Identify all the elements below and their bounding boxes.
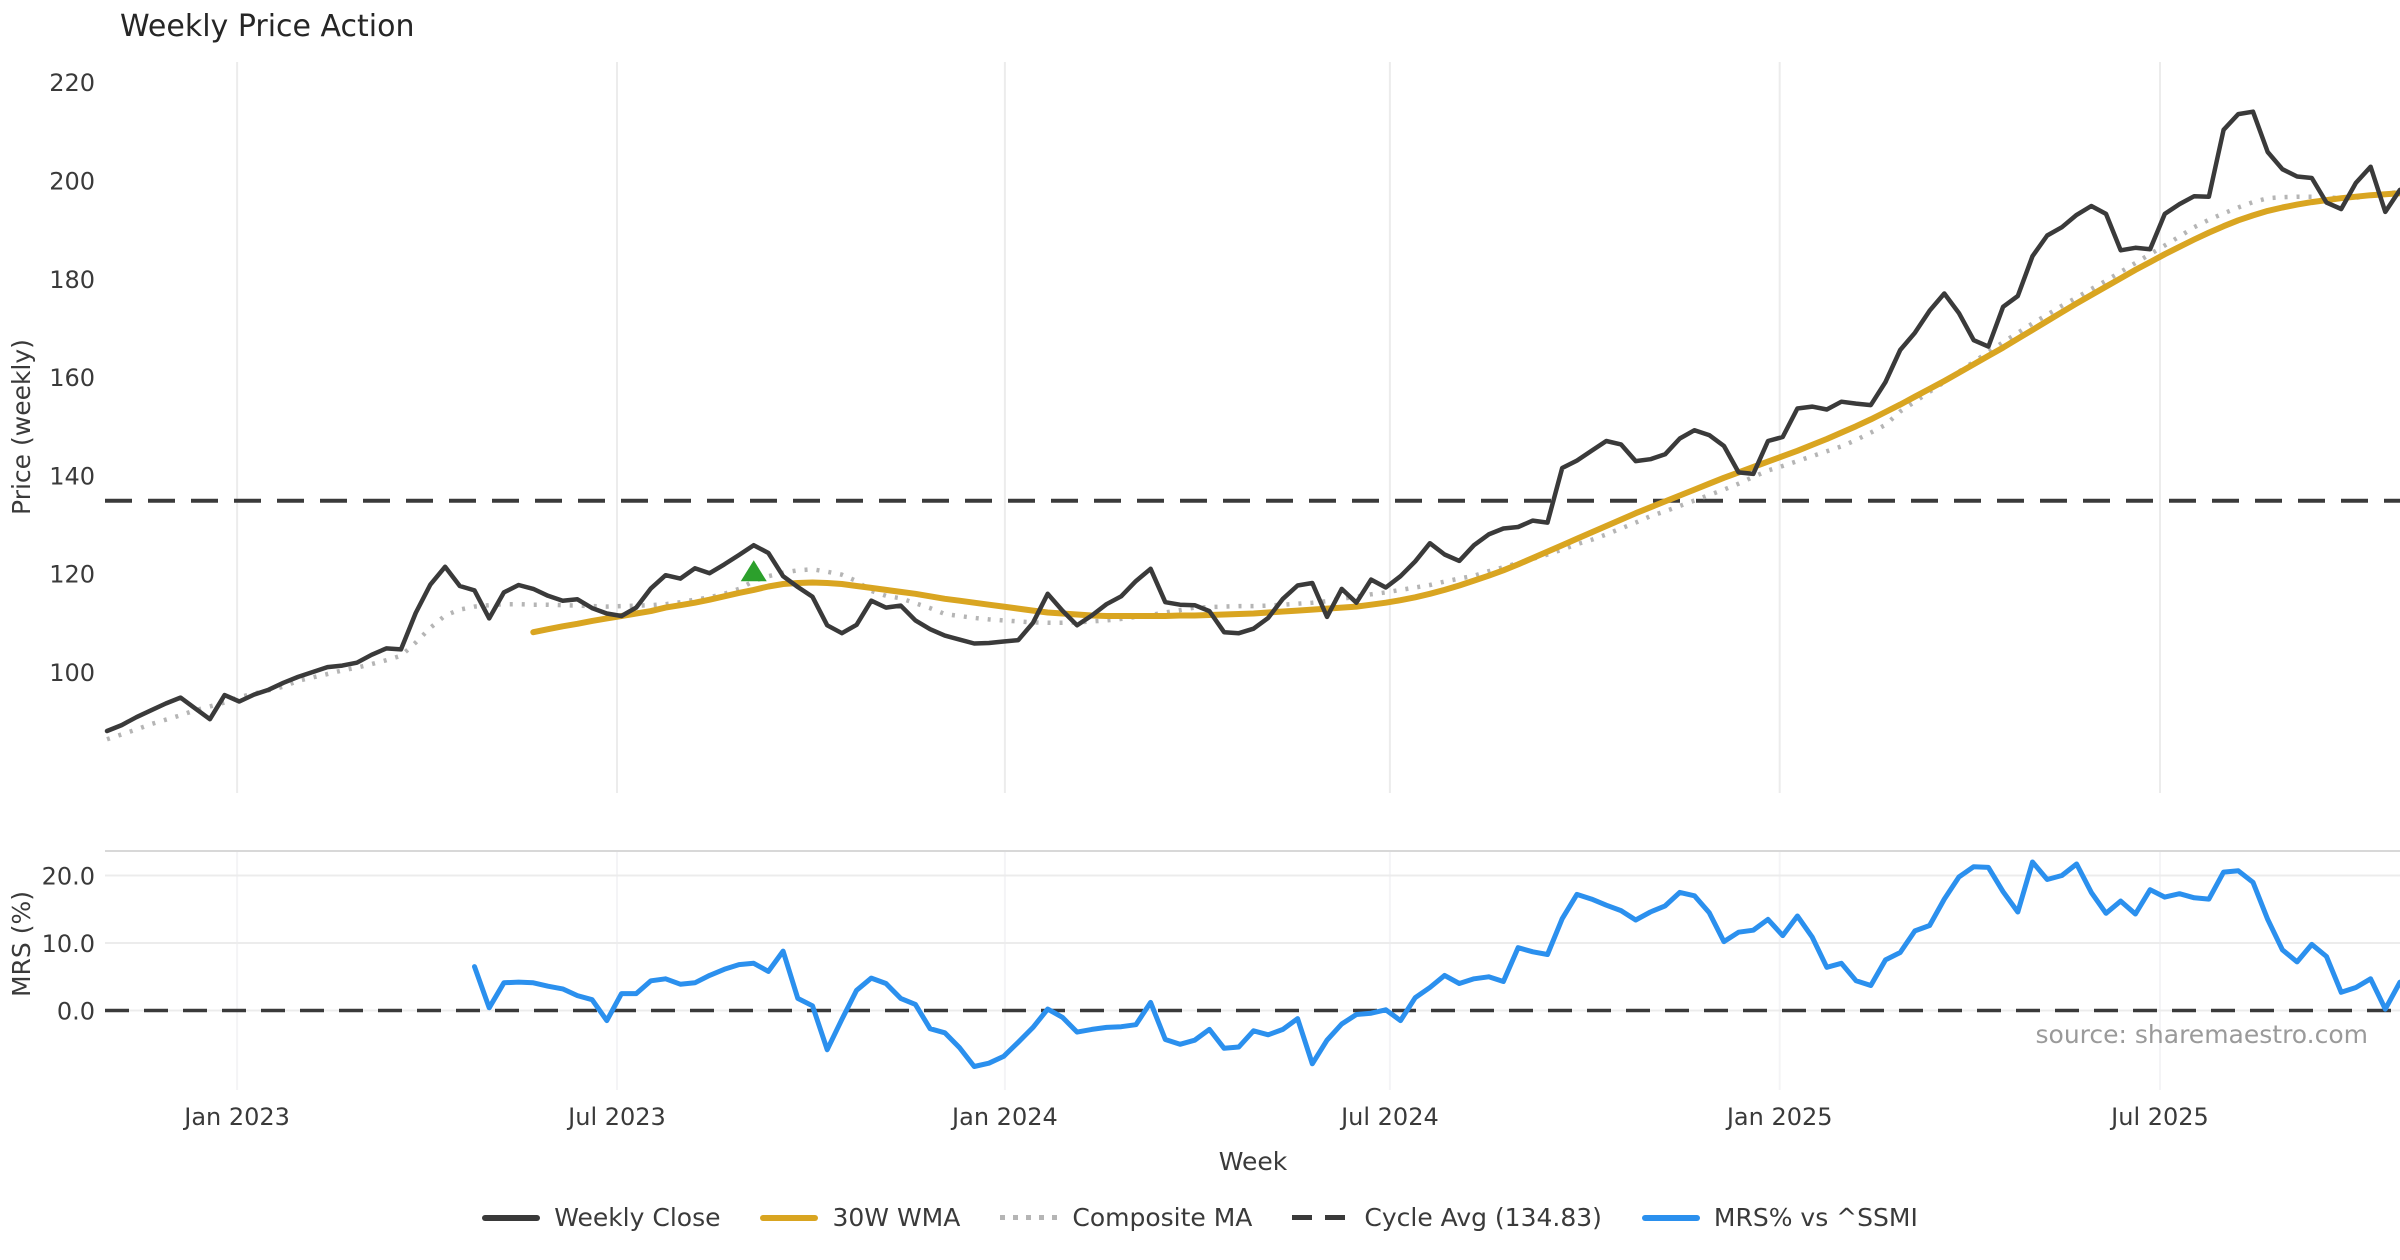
x-tick-Jan-2023: Jan 2023 xyxy=(182,1103,290,1131)
price-tick-140: 140 xyxy=(49,462,95,490)
price-axis-label: Price (weekly) xyxy=(7,339,36,515)
legend: Weekly Close 30W WMA Composite MA Cycle Avg… xyxy=(0,1203,2400,1232)
legend-swatch xyxy=(482,1214,541,1221)
legend-label: 30W WMA xyxy=(832,1203,961,1232)
price-tick-180: 180 xyxy=(49,266,95,294)
legend-label: Composite MA xyxy=(1072,1203,1253,1232)
mrs-line xyxy=(472,859,2400,1069)
weekly-close-line xyxy=(104,109,2400,734)
legend-item-composite-ma: Composite MA xyxy=(1000,1203,1252,1232)
x-tick-Jul-2023: Jul 2023 xyxy=(566,1103,666,1131)
price-tick-220: 220 xyxy=(49,69,95,97)
x-tick-Jul-2024: Jul 2024 xyxy=(1339,1103,1439,1131)
source-note: source: sharemaestro.com xyxy=(2036,1020,2369,1049)
mrs-tick-10: 10.0 xyxy=(42,930,95,958)
legend-swatch xyxy=(1292,1215,1351,1220)
legend-label: Cycle Avg (134.83) xyxy=(1364,1203,1602,1232)
mrs-panel-series xyxy=(105,859,2400,1069)
mrs-axis-ticks: 20.0 10.0 0.0 xyxy=(42,863,95,1026)
price-panel-series xyxy=(104,109,2400,742)
price-panel-gridlines xyxy=(236,62,2161,793)
mrs-panel-gridlines xyxy=(105,850,2400,1090)
x-axis-label: Week xyxy=(1219,1147,1288,1176)
x-axis-ticks: Jan 2023 Jul 2023 Jan 2024 Jul 2024 Jan 2025… xyxy=(182,1103,2209,1131)
price-tick-160: 160 xyxy=(49,364,95,392)
x-tick-Jul-2025: Jul 2025 xyxy=(2109,1103,2209,1131)
legend-swatch xyxy=(1000,1215,1059,1220)
composite-ma-line xyxy=(106,189,2400,742)
x-tick-Jan-2025: Jan 2025 xyxy=(1725,1103,1833,1131)
price-axis-ticks: 220 200 180 160 140 120 100 xyxy=(49,69,95,687)
legend-item-cycle-avg-134-83-: Cycle Avg (134.83) xyxy=(1292,1203,1602,1232)
legend-label: MRS% vs ^SSMI xyxy=(1713,1203,1918,1232)
legend-label: Weekly Close xyxy=(554,1203,721,1232)
mrs-tick-0: 0.0 xyxy=(57,998,95,1026)
price-tick-200: 200 xyxy=(49,168,95,196)
buy-signal-triangle-marker xyxy=(740,560,767,582)
x-tick-Jan-2024: Jan 2024 xyxy=(950,1103,1058,1131)
legend-item-weekly-close: Weekly Close xyxy=(482,1203,720,1232)
legend-swatch xyxy=(760,1214,819,1221)
wma-30w-line xyxy=(530,190,2400,636)
legend-item-mrs-vs-ssmi: MRS% vs ^SSMI xyxy=(1641,1203,1918,1232)
legend-item-30w-wma: 30W WMA xyxy=(760,1203,960,1232)
mrs-axis-label: MRS (%) xyxy=(7,891,36,997)
legend-swatch xyxy=(1641,1214,1700,1221)
price-tick-120: 120 xyxy=(49,561,95,589)
price-tick-100: 100 xyxy=(49,659,95,687)
mrs-tick-20: 20.0 xyxy=(42,863,95,891)
chart-title: Weekly Price Action xyxy=(120,9,415,44)
